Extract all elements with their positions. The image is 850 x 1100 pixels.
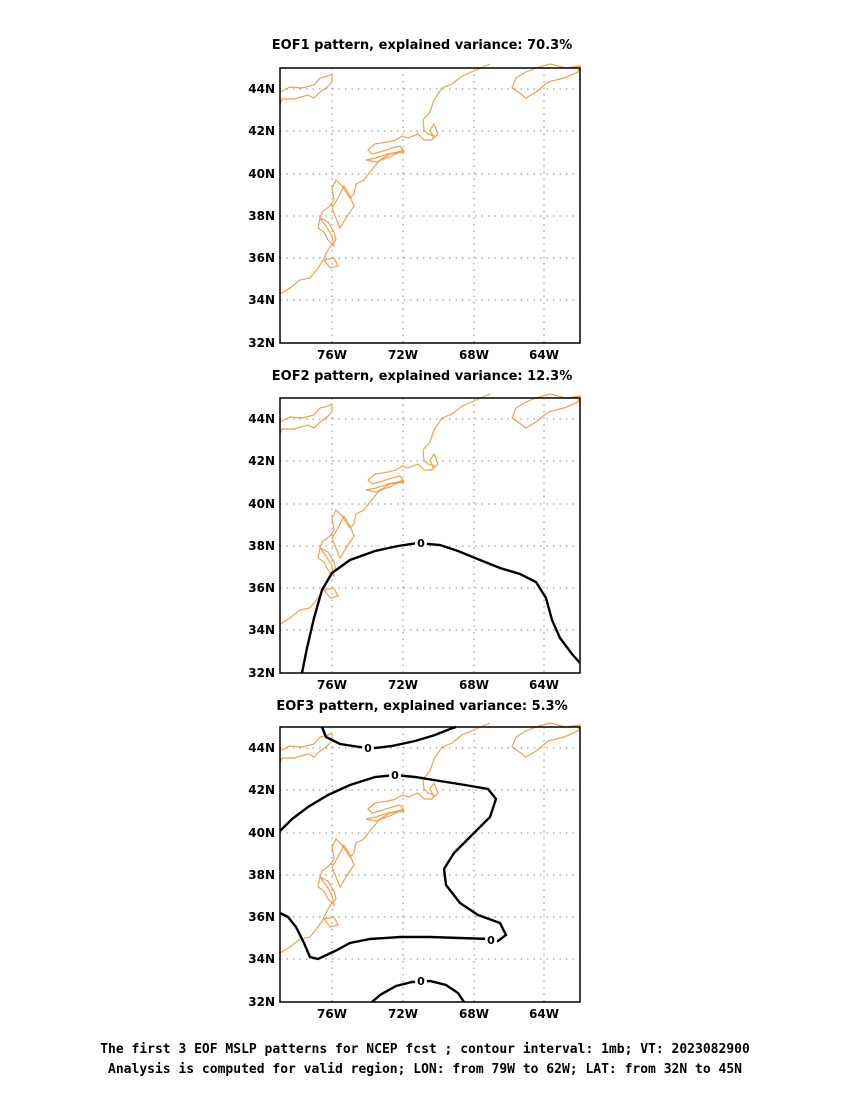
y-tick-label: 34N — [248, 623, 275, 637]
x-tick-label: 76W — [317, 348, 347, 362]
contour-label: 0 — [417, 537, 425, 550]
x-tick-label: 64W — [529, 348, 559, 362]
x-tick-label: 76W — [317, 1007, 347, 1021]
y-tick-label: 40N — [248, 826, 275, 840]
grid-lines — [279, 67, 581, 344]
y-tick-label: 32N — [248, 336, 275, 350]
contour-label: 0 — [391, 769, 399, 782]
x-axis: 76W 72W 68W 64W — [317, 348, 559, 362]
zero-contour — [320, 725, 457, 750]
contour-label: 0 — [364, 742, 372, 755]
y-axis: 44N 42N 40N 38N 36N 34N 32N — [248, 82, 275, 350]
plot-frame — [279, 67, 581, 344]
x-axis: 76W 72W 68W 64W — [317, 678, 559, 692]
x-tick-label: 72W — [388, 1007, 418, 1021]
y-tick-label: 34N — [248, 293, 275, 307]
y-tick-label: 36N — [248, 910, 275, 924]
y-tick-label: 34N — [248, 952, 275, 966]
y-axis: 44N 42N 40N 38N 36N 34N 32N — [248, 741, 275, 1009]
x-tick-label: 64W — [529, 1007, 559, 1021]
x-tick-label: 68W — [459, 1007, 489, 1021]
x-tick-label: 68W — [459, 678, 489, 692]
caption-line-2: Analysis is computed for valid region; L… — [108, 1062, 742, 1077]
panel-title: EOF3 pattern, explained variance: 5.3% — [276, 699, 567, 714]
y-tick-label: 36N — [248, 581, 275, 595]
y-tick-label: 44N — [248, 412, 275, 426]
y-tick-label: 38N — [248, 209, 275, 223]
panel-title: EOF1 pattern, explained variance: 70.3% — [272, 38, 572, 53]
y-tick-label: 40N — [248, 497, 275, 511]
coastline — [279, 722, 581, 954]
grid-lines — [279, 726, 581, 1003]
zero-contour — [279, 773, 508, 961]
x-tick-label: 72W — [388, 678, 418, 692]
grid-lines — [279, 397, 581, 674]
y-tick-label: 32N — [248, 995, 275, 1009]
x-tick-label: 72W — [388, 348, 418, 362]
y-tick-label: 42N — [248, 454, 275, 468]
plot-frame — [279, 397, 581, 674]
coastline — [279, 63, 581, 295]
y-tick-label: 32N — [248, 666, 275, 680]
panel-title: EOF2 pattern, explained variance: 12.3% — [272, 369, 572, 384]
plot-frame — [279, 726, 581, 1003]
contour-label: 0 — [487, 934, 495, 947]
x-axis: 76W 72W 68W 64W — [317, 1007, 559, 1021]
panel-eof1: EOF1 pattern, explained variance: 70.3% … — [248, 38, 581, 362]
caption-line-1: The first 3 EOF MSLP patterns for NCEP f… — [100, 1042, 750, 1057]
contour-label: 0 — [417, 975, 425, 988]
y-tick-label: 42N — [248, 783, 275, 797]
coastline — [279, 393, 581, 625]
y-tick-label: 44N — [248, 741, 275, 755]
y-tick-label: 40N — [248, 167, 275, 181]
y-axis: 44N 42N 40N 38N 36N 34N 32N — [248, 412, 275, 680]
x-tick-label: 68W — [459, 348, 489, 362]
y-tick-label: 36N — [248, 251, 275, 265]
y-tick-label: 42N — [248, 124, 275, 138]
y-tick-label: 38N — [248, 539, 275, 553]
y-tick-label: 38N — [248, 868, 275, 882]
y-tick-label: 44N — [248, 82, 275, 96]
panel-eof3: EOF3 pattern, explained variance: 5.3% 0… — [248, 699, 581, 1021]
zero-contour — [300, 541, 581, 674]
x-tick-label: 64W — [529, 678, 559, 692]
panel-eof2: EOF2 pattern, explained variance: 12.3% … — [248, 369, 581, 692]
x-tick-label: 76W — [317, 678, 347, 692]
